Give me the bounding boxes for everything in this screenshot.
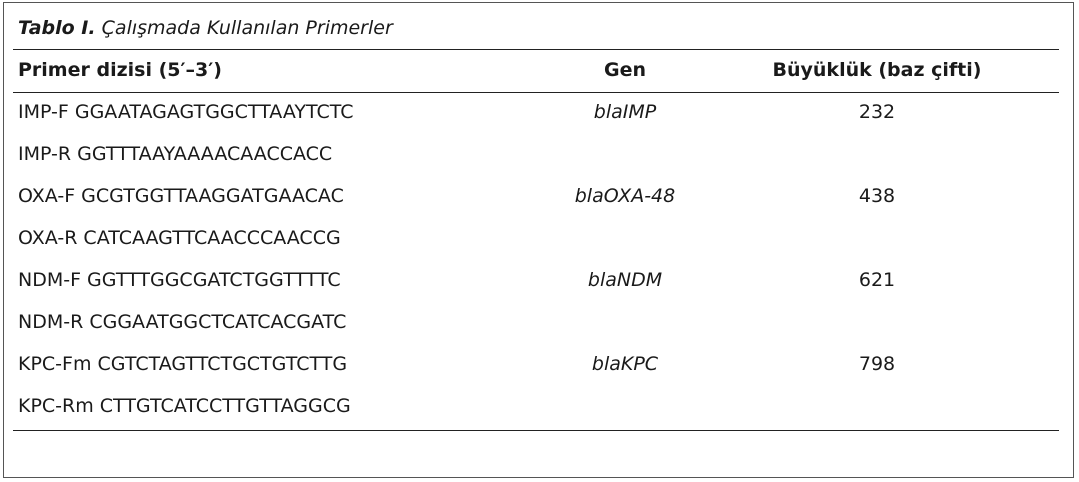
- header-cell: Gen: [603, 59, 646, 81]
- size-cell: 232: [858, 101, 896, 123]
- gene-cell: blaKPC: [591, 353, 659, 375]
- header-cell: Büyüklük (baz çifti): [772, 59, 982, 81]
- primer-cell: IMP-F GGAATAGAGTGGCTTAAYTCTC: [18, 101, 354, 123]
- size-cell: 438: [858, 185, 896, 207]
- primer-cell: KPC-Fm CGTCTAGTTCTGCTGTCTTG: [18, 353, 348, 375]
- gene-cell: blaNDM: [587, 269, 663, 291]
- table-frame: [3, 2, 1074, 478]
- rule: [13, 92, 1059, 93]
- primer-cell: OXA-F GCGTGGTTAAGGATGAACAC: [18, 185, 344, 207]
- caption-title: Çalışmada Kullanılan Primerler: [101, 17, 393, 39]
- gene-cell: blaIMP: [593, 101, 657, 123]
- primer-cell: NDM-R CGGAATGGCTCATCACGATC: [18, 311, 347, 333]
- primer-cell: NDM-F GGTTTGGCGATCTGGTTTTC: [18, 269, 341, 291]
- rule: [13, 49, 1059, 50]
- caption: Tablo I. Çalışmada Kullanılan Primerler: [18, 16, 393, 40]
- primer-cell: OXA-R CATCAAGTTCAACCCAACCG: [18, 227, 341, 249]
- gene-cell: blaOXA-48: [574, 185, 676, 207]
- rule: [13, 430, 1059, 431]
- size-cell: 621: [858, 269, 896, 291]
- caption-label: Tablo I.: [18, 17, 96, 39]
- primer-cell: IMP-R GGTTTAAYAAAACAACCACC: [18, 143, 333, 165]
- primer-cell: KPC-Rm CTTGTCATCCTTGTTAGGCG: [18, 395, 351, 417]
- size-cell: 798: [858, 353, 896, 375]
- header-cell: Primer dizisi (5′–3′): [18, 59, 222, 81]
